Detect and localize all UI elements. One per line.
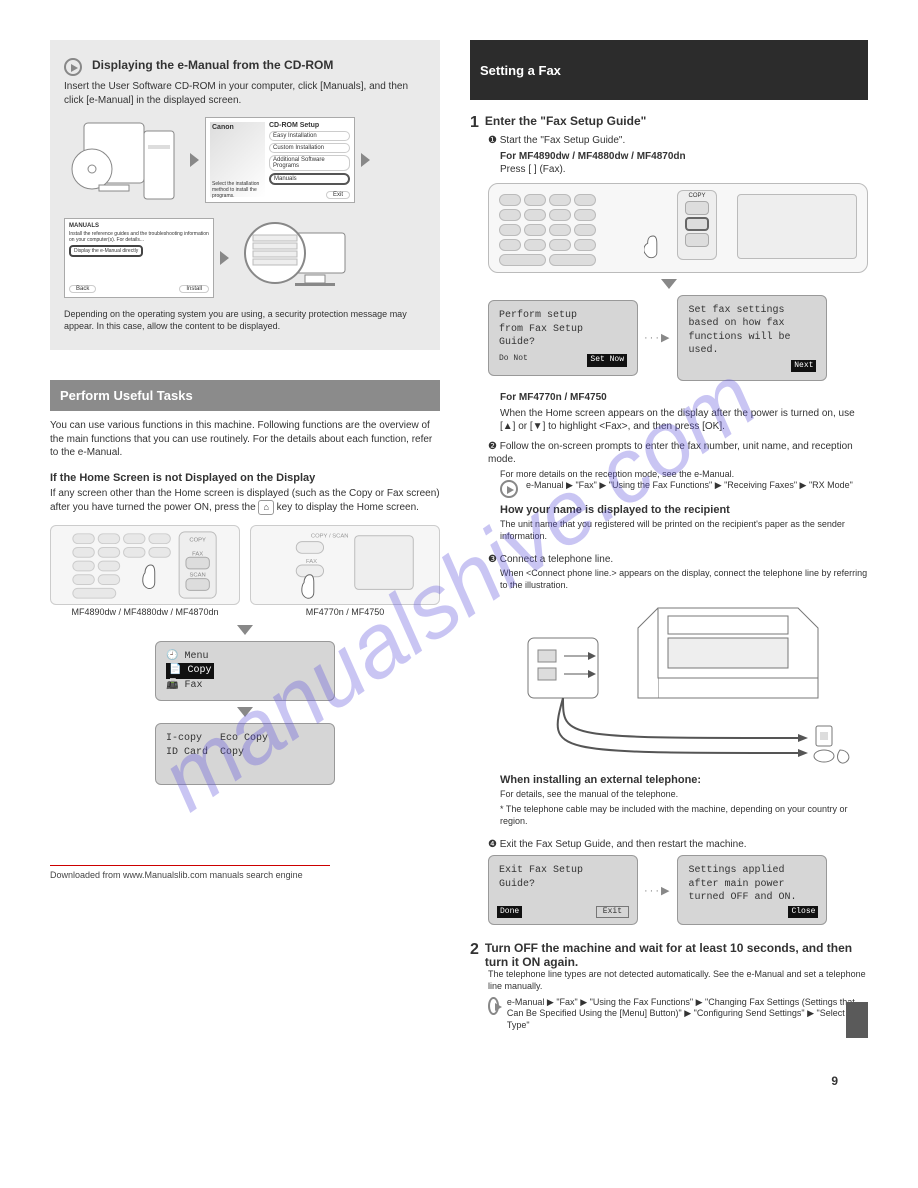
useful-intro: You can use various functions in this ma… — [50, 419, 440, 460]
step2-num: 2 — [470, 941, 479, 959]
fax-lcd-2: Set fax settings based on how fax functi… — [677, 295, 827, 382]
setup-manuals: Manuals — [269, 173, 350, 185]
step2-title: Follow the on-screen prompts to enter th… — [488, 441, 853, 466]
ref-arrow-icon-2 — [488, 997, 499, 1015]
ext-body: For details, see the manual of the telep… — [500, 789, 868, 801]
restart-title: Turn OFF the machine and wait for at lea… — [485, 941, 868, 969]
down-arrow-icon — [237, 625, 253, 635]
step1-num: 1 — [470, 114, 479, 132]
os-note: Depending on the operating system you ar… — [64, 309, 426, 332]
monitor-magnifier-illustration — [235, 213, 355, 303]
setup-desc: Select the installation method to instal… — [212, 181, 263, 199]
ref-arrow-icon — [500, 480, 518, 498]
setup-easy: Easy Installation — [269, 131, 350, 141]
panel-right: COPY / SCAN FAX — [250, 525, 440, 605]
home-not-displayed-title: If the Home Screen is not Displayed on t… — [50, 472, 440, 484]
panel-left-label: MF4890dw / MF4880dw / MF4870dn — [50, 607, 240, 619]
arrow-right-icon — [190, 153, 199, 167]
fax-lcd-1: Perform setup from Fax Setup Guide? Do N… — [488, 300, 638, 375]
bullet-arrow-icon — [64, 58, 82, 76]
emanual-graybox: Displaying the e-Manual from the CD-ROM … — [50, 40, 440, 350]
exit-lcd-1: Exit Fax Setup Guide? Done Exit — [488, 855, 638, 925]
restart-body: The telephone line types are not detecte… — [488, 969, 868, 992]
arrow-right-icon-2 — [361, 153, 370, 167]
page-tab — [846, 1002, 868, 1038]
section-useful-tasks: Perform Useful Tasks — [50, 380, 440, 411]
hand-icon — [644, 234, 666, 260]
step1-m2-title: For MF4770n / MF4750 — [500, 392, 607, 403]
emanual-insert-text: Insert the User Software CD-ROM in your … — [64, 80, 426, 107]
manuals-back: Back — [69, 285, 96, 293]
exit-lcd-2: Settings applied after main power turned… — [677, 855, 827, 925]
step2-ref: e-Manual ▶ "Fax" ▶ "Using the Fax Functi… — [526, 480, 853, 498]
step1-sub: Start the "Fax Setup Guide". — [500, 135, 626, 146]
dotted-arrow-icon: ···▶ — [644, 331, 671, 344]
step1-m1-body: Press [ ] (Fax). — [500, 163, 868, 177]
svg-text:SCAN: SCAN — [190, 573, 206, 579]
home-not-displayed-body: If any screen other than the Home screen… — [50, 487, 440, 515]
setup-exit: Exit — [326, 191, 350, 199]
printer-wiring-illustration — [488, 598, 868, 768]
display-emanual-btn: Display the e-Manual directly — [69, 245, 143, 257]
canon-logo: Canon — [212, 124, 234, 131]
ext-title: When installing an external telephone: — [500, 774, 868, 786]
down-arrow-icon-2 — [237, 707, 253, 717]
step3-title: Connect a telephone line. — [500, 554, 613, 565]
menu-lcd-2: I-copy Eco Copy ID Card Copy — [155, 723, 335, 785]
setup-title: CD-ROM Setup — [269, 122, 319, 129]
page-tab-label: En — [849, 1055, 862, 1066]
unit-name-title: How your name is displayed to the recipi… — [500, 504, 868, 516]
manuals-dialog: MANUALS Install the reference guides and… — [64, 218, 214, 298]
step4-title: Exit the Fax Setup Guide, and then resta… — [500, 839, 747, 850]
panel-left: COPY FAX SCAN — [50, 525, 240, 605]
computer-cd-illustration — [64, 115, 184, 205]
cdrom-setup-dialog: Canon Select the installation method to … — [205, 117, 355, 203]
emanual-heading: Displaying the e-Manual from the CD-ROM — [92, 58, 333, 72]
fax-header: Setting a Fax — [470, 40, 868, 100]
setup-addl: Additional Software Programs — [269, 155, 350, 171]
dotted-arrow-icon-2: ···▶ — [644, 884, 671, 897]
step1-m2-body: When the Home screen appears on the disp… — [500, 407, 868, 434]
menu-lcd-1: 🕘 Menu 📄 Copy 📠 Fax — [155, 641, 335, 702]
page-tab-num: 9 — [831, 1074, 838, 1088]
down-arrow-icon-3 — [661, 279, 677, 289]
manuals-install: Install — [179, 285, 209, 293]
step3-body: When <Connect phone line.> appears on th… — [500, 568, 868, 591]
arrow-right-icon-3 — [220, 251, 229, 265]
unit-name-body: The unit name that you registered will b… — [500, 519, 868, 542]
manuals-desc: Install the reference guides and the tro… — [69, 231, 209, 243]
setup-custom: Custom Installation — [269, 143, 350, 153]
step2-details: For more details on the reception mode, … — [500, 469, 868, 481]
svg-text:FAX: FAX — [192, 551, 203, 557]
svg-text:FAX: FAX — [306, 559, 317, 565]
manuals-title: MANUALS — [69, 223, 99, 229]
step1-m1-title: For MF4890dw / MF4880dw / MF4870dn — [500, 151, 686, 162]
footer-download: Downloaded from www.Manualslib.com manua… — [50, 865, 330, 882]
step1-title: Enter the "Fax Setup Guide" — [485, 114, 646, 128]
svg-text:COPY / SCAN: COPY / SCAN — [311, 534, 349, 540]
svg-text:COPY: COPY — [189, 537, 206, 543]
panel-right-label: MF4770n / MF4750 — [250, 607, 440, 619]
restart-ref: e-Manual ▶ "Fax" ▶ "Using the Fax Functi… — [507, 997, 868, 1032]
fax-panel-illustration: COPY — [488, 183, 868, 273]
phone-footnote: * The telephone cable may be included wi… — [500, 804, 868, 827]
